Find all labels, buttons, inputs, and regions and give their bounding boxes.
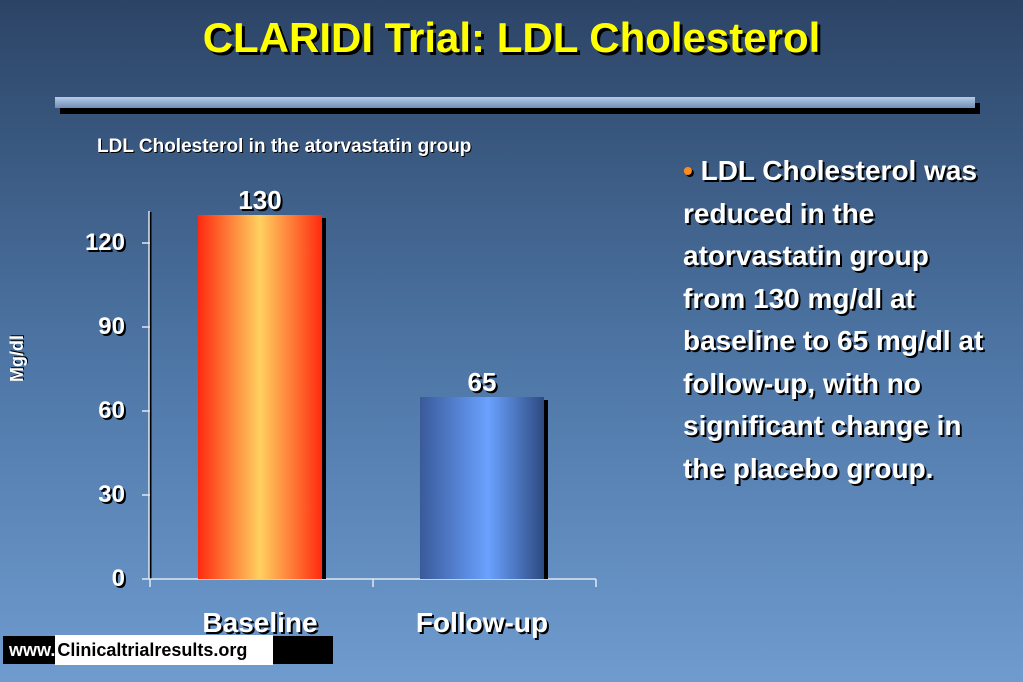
category-label-shadow: Baseline	[204, 609, 319, 640]
y-tick-label: 120	[85, 229, 125, 256]
data-label-shadow: 65	[470, 369, 499, 399]
footer-url: www. Clinicaltrialresults.org	[3, 635, 333, 665]
data-label-shadow: 130	[240, 187, 283, 217]
bar-follow-up	[420, 397, 544, 579]
bullet-mark: •	[683, 155, 693, 186]
y-tick-label: 60	[98, 397, 125, 424]
y-tick-label-shadow: 30	[100, 483, 127, 510]
y-tick-label-shadow: 120	[87, 231, 127, 258]
category-label: Follow-up	[416, 607, 548, 638]
data-label: 65	[468, 367, 497, 397]
bar-baseline	[198, 215, 322, 579]
category-label: Baseline	[202, 607, 317, 638]
bullet-point: • LDL Cholesterol was reduced in the ato…	[683, 150, 993, 490]
bullet-text: LDL Cholesterol was reduced in the atorv…	[683, 155, 984, 484]
footer-site: Clinicaltrialresults.org	[55, 635, 274, 665]
y-tick-label-shadow: 0	[114, 567, 127, 594]
y-tick-label-shadow: 60	[100, 399, 127, 426]
title-divider	[55, 97, 975, 108]
y-tick-label: 30	[98, 481, 125, 508]
data-label: 130	[238, 185, 281, 215]
y-tick-label: 0	[112, 565, 125, 592]
chart-title: LDL Cholesterol in the atorvastatin grou…	[97, 136, 472, 157]
y-tick-label: 90	[98, 313, 125, 340]
category-label-shadow: Follow-up	[418, 609, 550, 640]
slide-title: CLARIDI Trial: LDL Cholesterol	[202, 14, 821, 61]
footer-www: www.	[9, 639, 56, 660]
y-tick-label-shadow: 90	[100, 315, 127, 342]
